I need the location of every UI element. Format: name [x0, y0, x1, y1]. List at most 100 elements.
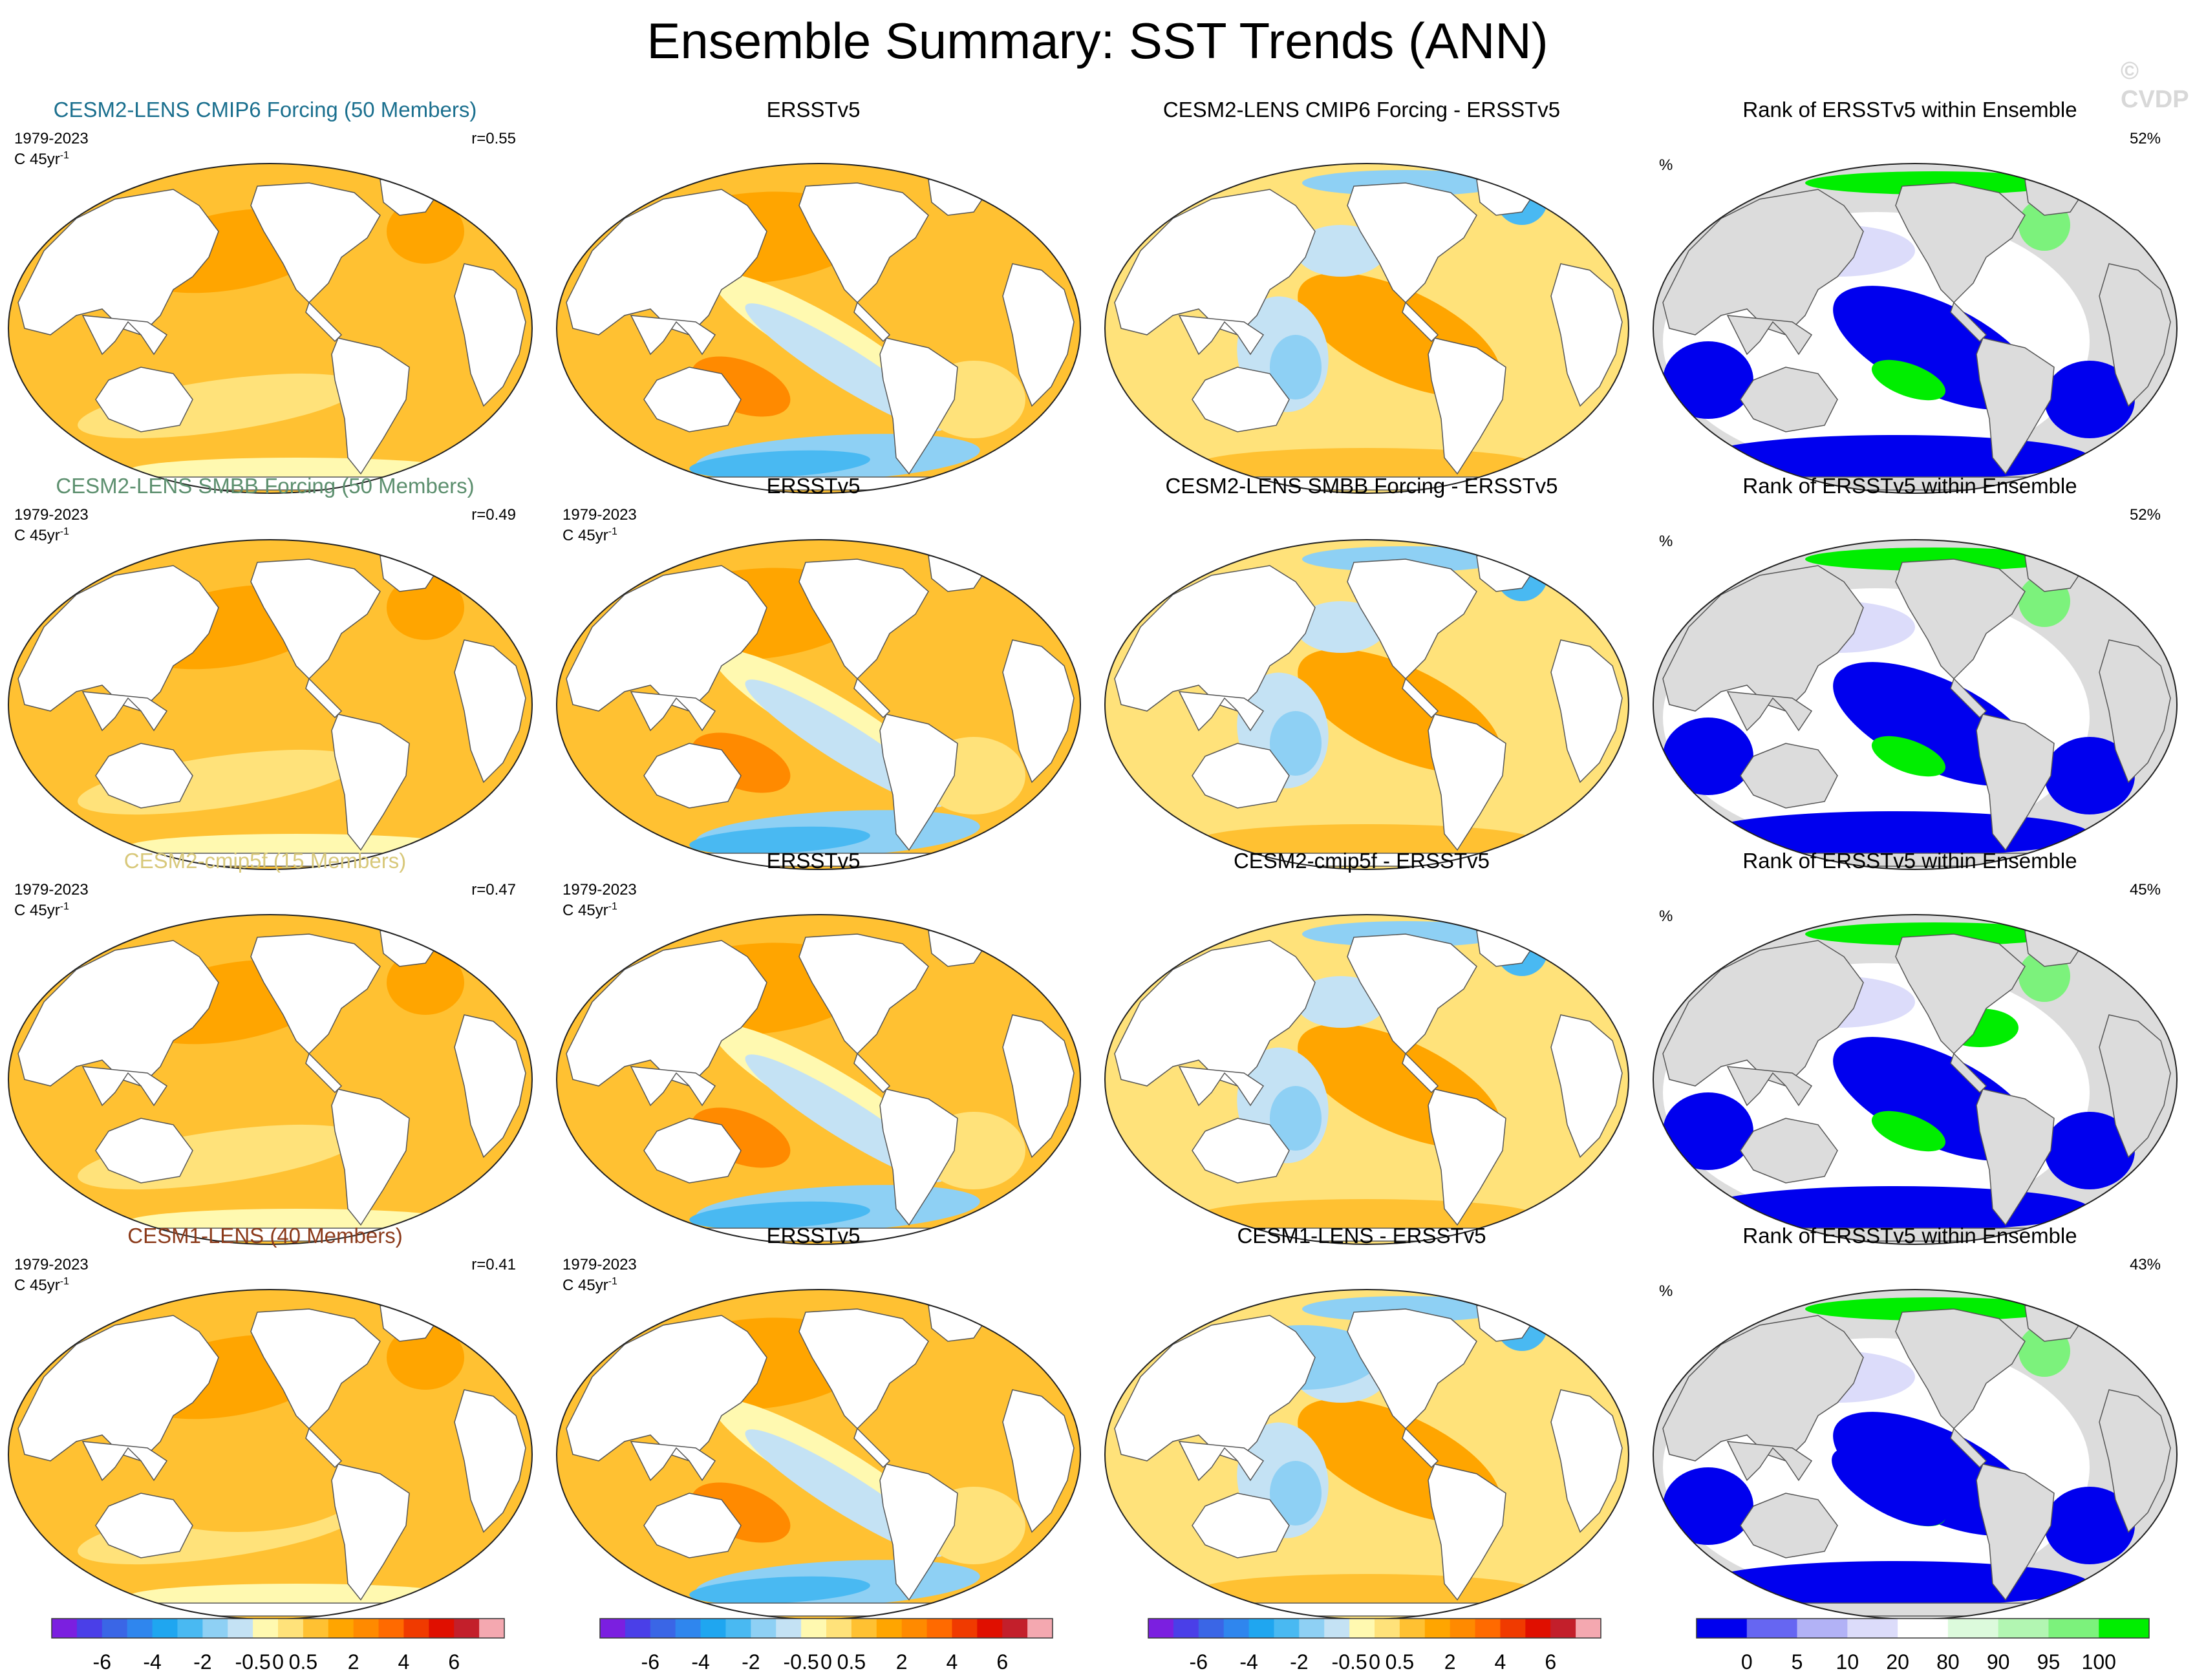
colorbar-swatch	[102, 1619, 128, 1638]
colorbar-tick-label: 6	[996, 1650, 1008, 1674]
continent-outline	[566, 565, 767, 712]
colorbar-swatch	[1148, 1619, 1174, 1638]
continent-outline	[1950, 1427, 1987, 1469]
colorbar-swatch	[328, 1619, 354, 1638]
diff-panel-row-4: CESM1-LENS - ERSSTv5	[1097, 1223, 1629, 1620]
continent-outline	[879, 714, 958, 851]
colorbar-swatch	[1525, 1619, 1551, 1638]
colorbar-swatch	[901, 1619, 928, 1638]
obs-map	[556, 914, 1081, 1245]
continent-outline	[2099, 1014, 2171, 1158]
model-map	[8, 914, 533, 1245]
units-label: C 45yr-1	[562, 898, 637, 919]
continent-outline	[95, 367, 193, 432]
colorbar-swatch	[1399, 1619, 1426, 1638]
continent-outline	[1740, 367, 1838, 432]
obs-map	[556, 163, 1081, 494]
colorbar-tick-label: 0	[820, 1650, 832, 1674]
colorbar-tick-label: -4	[1239, 1650, 1258, 1674]
model-period-units: 1979-2023 C 45yr-1	[14, 131, 89, 168]
continent-outline	[643, 1118, 742, 1184]
colorbar-tick-label: 20	[1886, 1650, 1909, 1674]
units-text: C 45yr	[14, 151, 60, 168]
units-label: C 45yr-1	[562, 1273, 637, 1294]
colorbar-swatch	[876, 1619, 903, 1638]
continent-outline	[1895, 933, 2026, 1055]
colorbar-swatch	[202, 1619, 228, 1638]
continent-outline	[1950, 301, 1987, 343]
model-map	[8, 539, 533, 870]
continent-outline	[1178, 1441, 1265, 1482]
continent-outline	[17, 1315, 219, 1462]
map-frame	[1653, 163, 2178, 494]
colorbar-swatch	[2099, 1619, 2150, 1638]
map-frame	[8, 163, 533, 494]
continent-outline	[1740, 743, 1838, 809]
continent-outline	[1347, 1308, 1477, 1430]
colorbar-swatch	[926, 1619, 952, 1638]
colorbar-swatch	[1299, 1619, 1325, 1638]
colorbar-swatch	[1697, 1619, 1748, 1638]
colorbar-swatch	[751, 1619, 776, 1638]
continent-outline	[1192, 1493, 1290, 1558]
continent-outline	[1428, 1089, 1506, 1226]
continent-outline	[17, 940, 219, 1087]
obs-panel-row-3: ERSSTv5 1979-2023 C 45yr-1	[548, 848, 1081, 1245]
colorbar-swatch	[378, 1619, 404, 1638]
units-exponent: -1	[59, 526, 69, 537]
rank-panel-title: Rank of ERSSTv5 within Ensemble	[1742, 1224, 2077, 1248]
obs-panel-title: ERSSTv5	[766, 474, 861, 498]
continent-outline	[250, 1308, 381, 1430]
continent-outline	[250, 558, 381, 680]
continent-outline	[305, 1427, 343, 1469]
pattern-correlation: r=0.49	[471, 506, 516, 524]
continent-outline	[81, 691, 168, 732]
rank-panel-row-3: Rank of ERSSTv5 within Ensemble 45%%	[1645, 848, 2178, 1245]
continent-outline	[624, 1602, 1013, 1617]
model-panel-row-2: CESM2-LENS SMBB Forcing (50 Members) 1979…	[0, 473, 533, 870]
continent-outline	[1726, 1441, 1813, 1482]
colorbar-swatch	[675, 1619, 701, 1638]
rank-percent: 52%	[2129, 130, 2161, 147]
continent-outline	[1950, 677, 1987, 719]
colorbar-tick-label: 4	[398, 1650, 410, 1674]
continent-outline	[17, 189, 219, 335]
units-label: C 45yr-1	[14, 524, 89, 544]
continent-outline	[1550, 1014, 1623, 1158]
obs-panel-title: ERSSTv5	[766, 1224, 861, 1248]
continent-outline	[2099, 263, 2171, 407]
continent-outline	[1178, 1066, 1265, 1107]
colorbar-tick-label: 0.5	[289, 1650, 317, 1674]
continent-outline	[1740, 1493, 1838, 1558]
units-exponent: -1	[608, 1276, 617, 1287]
continent-outline	[305, 677, 343, 719]
colorbar-swatch	[1324, 1619, 1350, 1638]
rank-map	[1653, 1289, 2178, 1620]
continent-outline	[1347, 558, 1477, 680]
colorbar-swatch	[152, 1619, 178, 1638]
colorbar-swatch	[1450, 1619, 1476, 1638]
colorbar-tick-label: -0.5	[1332, 1650, 1367, 1674]
continent-outline	[630, 691, 716, 732]
model-map	[8, 1289, 533, 1620]
rank-panel-row-2: Rank of ERSSTv5 within Ensemble 52%%	[1645, 473, 2178, 870]
pattern-correlation: r=0.41	[471, 1256, 516, 1273]
obs-panel-title: ERSSTv5	[766, 98, 861, 122]
continent-outline	[331, 337, 410, 475]
continent-outline	[1178, 691, 1265, 732]
colorbar-tick-label: 5	[1792, 1650, 1803, 1674]
obs-panel-title: ERSSTv5	[766, 849, 861, 873]
obs-period-units: 1979-2023 C 45yr-1	[562, 1257, 637, 1294]
continent-outline	[1402, 1052, 1439, 1094]
continent-outline	[1976, 714, 2055, 851]
colorbar-tick-label: 0.5	[1386, 1650, 1414, 1674]
model-panel-title: CESM2-LENS SMBB Forcing (50 Members)	[56, 474, 475, 498]
continent-outline	[1002, 263, 1075, 407]
continent-outline	[566, 189, 767, 335]
continent-outline	[1895, 558, 2026, 680]
obs-map	[556, 1289, 1081, 1620]
colorbar-swatch	[826, 1619, 852, 1638]
model-panel-title: CESM2-LENS CMIP6 Forcing (50 Members)	[53, 98, 477, 122]
period-label: 1979-2023	[562, 881, 637, 898]
colorbar-swatch	[977, 1619, 1003, 1638]
